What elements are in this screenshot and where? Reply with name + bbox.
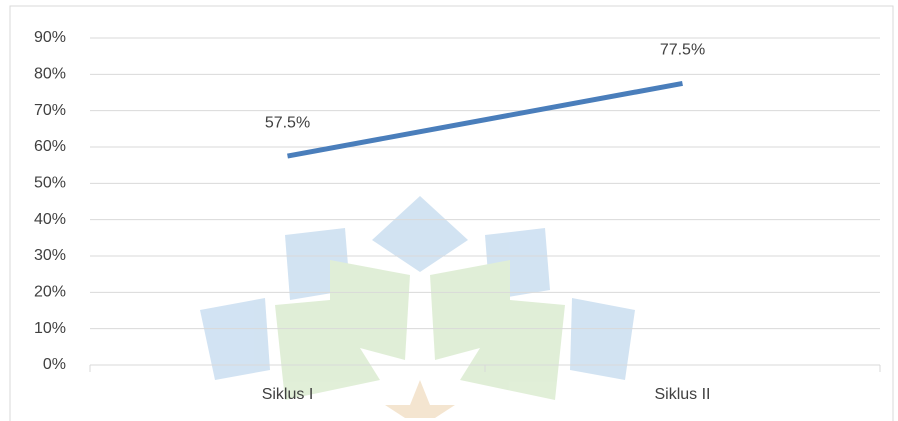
y-tick-label: 0%: [43, 356, 66, 373]
y-tick-label: 10%: [34, 320, 66, 337]
y-tick-label: 70%: [34, 102, 66, 119]
chart-frame: [9, 5, 894, 421]
y-tick-label: 60%: [34, 138, 66, 155]
y-tick-label: 90%: [34, 29, 66, 46]
data-label: 77.5%: [660, 42, 705, 59]
y-tick-label: 20%: [34, 284, 66, 301]
watermark: [200, 196, 635, 418]
x-tick-label: Siklus I: [262, 386, 314, 403]
y-tick-label: 50%: [34, 175, 66, 192]
y-tick-label: 80%: [34, 66, 66, 83]
data-label: 57.5%: [265, 114, 310, 131]
x-tick-label: Siklus II: [654, 386, 710, 403]
y-tick-label: 40%: [34, 211, 66, 228]
y-tick-label: 30%: [34, 247, 66, 264]
line: [287, 80, 683, 159]
